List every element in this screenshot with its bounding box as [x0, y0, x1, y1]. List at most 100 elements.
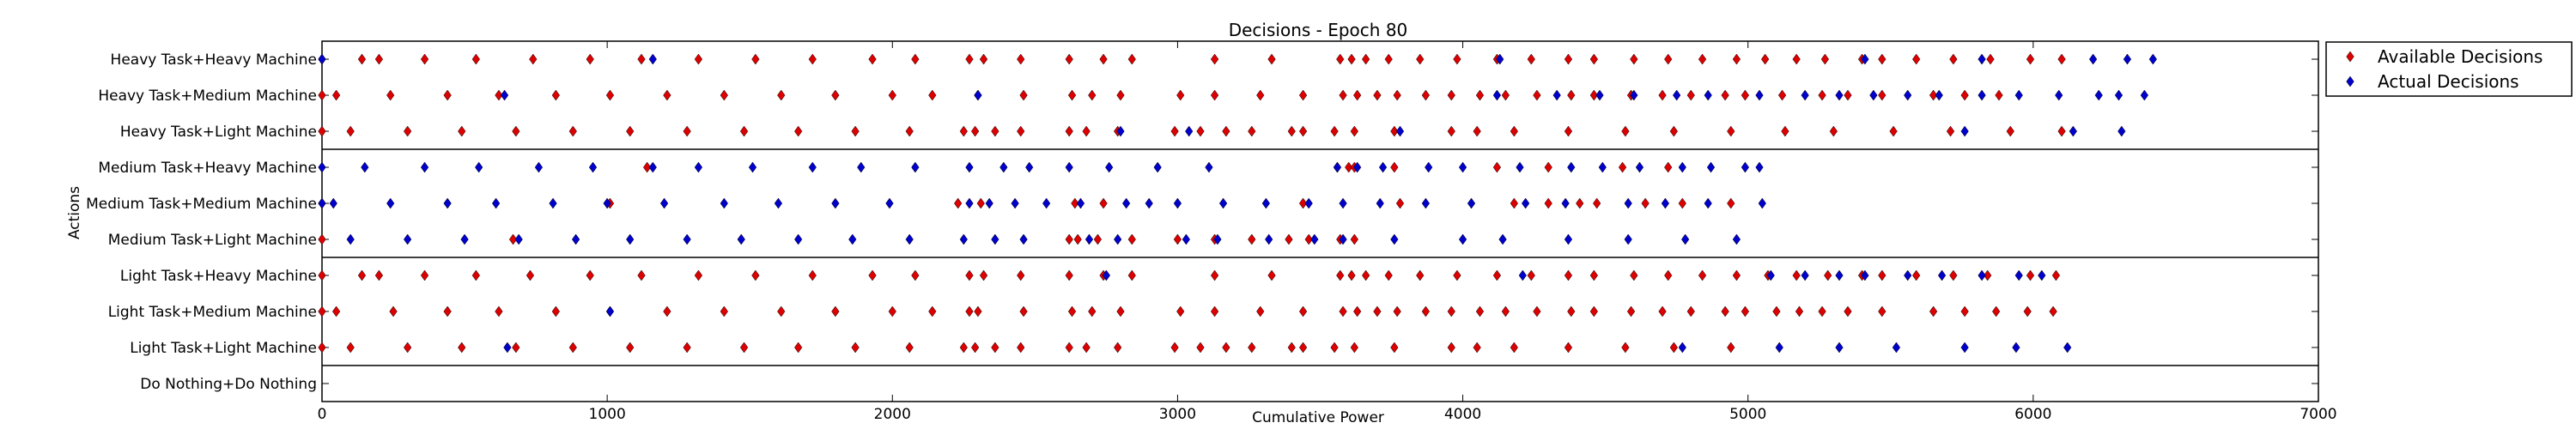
available-decision-point	[1176, 89, 1185, 101]
actual-decision-point	[1801, 269, 1809, 281]
actual-decision-point	[386, 197, 395, 209]
available-decision-point	[1447, 89, 1455, 101]
available-decision-point	[1067, 305, 1077, 317]
available-decision-point	[1589, 269, 1598, 281]
actual-decision-point	[1661, 197, 1670, 209]
available-decision-point	[1527, 53, 1535, 65]
x-tick-label: 0	[318, 406, 327, 423]
actual-decision-point	[1904, 269, 1912, 281]
actual-decision-point	[1835, 89, 1844, 101]
actual-decision-point	[318, 53, 326, 65]
actual-decision-point	[2123, 53, 2132, 65]
available-decision-point	[663, 89, 671, 101]
y-tick-label: Heavy Task+Light Machine	[120, 124, 317, 141]
available-decision-point	[386, 89, 395, 101]
available-decision-point	[1664, 53, 1673, 65]
available-decision-point	[331, 305, 341, 317]
available-decision-point	[1878, 89, 1886, 101]
available-decision-point	[1929, 305, 1938, 317]
actual-decision-point	[1624, 197, 1632, 209]
available-decision-point	[954, 197, 963, 209]
actual-decision-point	[1567, 161, 1576, 173]
available-decision-point	[1093, 233, 1103, 245]
available-decision-point	[1116, 89, 1125, 101]
available-decision-point	[683, 125, 691, 137]
available-decision-point	[318, 233, 326, 245]
actual-decision-point	[1084, 233, 1094, 245]
available-decision-point	[1350, 233, 1358, 245]
actual-decision-point	[1218, 197, 1228, 209]
available-decision-point	[1248, 341, 1256, 353]
actual-decision-point	[848, 233, 857, 245]
available-decision-point	[1781, 125, 1789, 137]
available-decision-point	[529, 53, 538, 65]
available-decision-point	[720, 305, 728, 317]
available-decision-point	[1210, 269, 1219, 281]
actual-decision-point	[1496, 53, 1504, 65]
legend-marker	[2346, 51, 2354, 63]
available-decision-point	[1618, 161, 1627, 173]
available-decision-point	[1593, 197, 1601, 209]
available-decision-point	[2006, 125, 2014, 137]
available-decision-point	[808, 269, 817, 281]
actual-decision-point	[1116, 125, 1125, 137]
actual-decision-point	[443, 197, 452, 209]
available-decision-point	[974, 305, 982, 317]
available-decision-point	[965, 305, 974, 317]
available-decision-point	[1501, 305, 1510, 317]
actual-decision-point	[965, 197, 974, 209]
available-decision-point	[1949, 269, 1958, 281]
available-decision-point	[1492, 269, 1502, 281]
actual-decision-point	[748, 161, 757, 173]
actual-decision-point	[1333, 161, 1342, 173]
actual-decision-point	[1492, 89, 1502, 101]
available-decision-point	[626, 125, 635, 137]
available-decision-point	[720, 89, 728, 101]
actual-decision-point	[1775, 341, 1783, 353]
available-decision-point	[739, 341, 749, 353]
y-axis-label: Actions	[66, 186, 83, 239]
x-tick-label: 1000	[589, 406, 626, 423]
available-decision-point	[2026, 53, 2035, 65]
available-decision-point	[1533, 89, 1541, 101]
available-decision-point	[888, 305, 896, 317]
actual-decision-point	[1516, 161, 1524, 173]
available-decision-point	[2051, 269, 2061, 281]
available-decision-point	[318, 341, 326, 353]
available-decision-point	[1416, 53, 1425, 65]
x-tick-label: 2000	[874, 406, 911, 423]
available-decision-point	[1589, 89, 1598, 101]
available-decision-point	[1727, 125, 1735, 137]
actual-decision-point	[1185, 125, 1194, 137]
x-tick-label: 6000	[2014, 406, 2051, 423]
available-decision-point	[1353, 305, 1362, 317]
actual-decision-point	[885, 197, 894, 209]
available-decision-point	[851, 341, 860, 353]
available-decision-point	[1792, 269, 1801, 281]
actual-decision-point	[1076, 197, 1085, 209]
available-decision-point	[1073, 233, 1082, 245]
actual-decision-point	[1376, 197, 1384, 209]
available-decision-point	[976, 197, 985, 209]
available-decision-point	[1447, 125, 1455, 137]
available-decision-point	[1339, 89, 1347, 101]
actual-decision-point	[1869, 89, 1878, 101]
available-decision-point	[374, 53, 384, 65]
actual-decision-point	[1261, 197, 1271, 209]
actual-decision-point	[1904, 89, 1912, 101]
actual-decision-point	[965, 161, 974, 173]
actual-decision-point	[318, 161, 326, 173]
available-decision-point	[495, 305, 503, 317]
available-decision-point	[1298, 305, 1308, 317]
actual-decision-point	[1145, 197, 1153, 209]
available-decision-point	[1664, 269, 1673, 281]
available-decision-point	[1336, 53, 1345, 65]
actual-decision-point	[1892, 341, 1901, 353]
actual-decision-point	[1564, 233, 1573, 245]
available-decision-point	[1986, 53, 1995, 65]
available-decision-point	[1818, 89, 1826, 101]
actual-decision-point	[1960, 341, 1969, 353]
available-decision-point	[1912, 269, 1921, 281]
actual-decision-point	[1065, 161, 1073, 173]
actual-decision-point	[720, 197, 728, 209]
